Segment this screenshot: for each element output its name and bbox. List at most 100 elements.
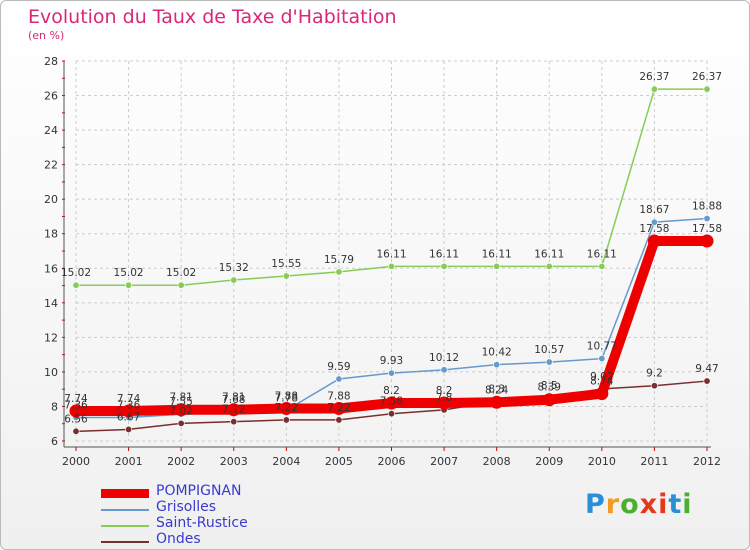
x-tick-label: 2011 bbox=[640, 455, 668, 468]
legend-item: Saint-Rustice bbox=[101, 515, 361, 533]
data-point bbox=[125, 281, 133, 289]
legend-item: Grisolles bbox=[101, 499, 361, 517]
data-label: 7.74 bbox=[64, 393, 88, 405]
legend-label: Grisolles bbox=[156, 499, 217, 515]
y-tick-label: 14 bbox=[44, 297, 58, 310]
data-label: 8.2 bbox=[436, 385, 453, 397]
data-label: 8.74 bbox=[590, 376, 614, 388]
y-tick-label: 10 bbox=[44, 366, 58, 379]
y-tick-label: 6 bbox=[51, 435, 58, 448]
data-point bbox=[230, 276, 238, 284]
data-label: 7.78 bbox=[275, 392, 298, 404]
y-tick-label: 12 bbox=[44, 331, 58, 344]
x-tick-label: 2005 bbox=[325, 455, 353, 468]
chart-subtitle: (en %) bbox=[28, 29, 65, 42]
data-label: 15.02 bbox=[114, 267, 144, 279]
data-point bbox=[595, 387, 609, 401]
data-point bbox=[437, 396, 451, 410]
x-tick-label: 2003 bbox=[220, 455, 248, 468]
legend-swatch bbox=[101, 489, 149, 498]
series-layer bbox=[69, 85, 714, 435]
y-tick-label: 26 bbox=[44, 90, 58, 103]
data-label: 9.2 bbox=[646, 368, 663, 380]
legend-item: Ondes bbox=[101, 531, 361, 549]
data-point bbox=[650, 382, 658, 390]
data-point bbox=[230, 418, 238, 426]
data-label: 6.56 bbox=[64, 413, 88, 425]
data-label: 7.88 bbox=[327, 391, 350, 403]
data-label: 10.12 bbox=[429, 352, 459, 364]
data-label: 6.67 bbox=[117, 411, 140, 423]
data-label: 10.77 bbox=[587, 341, 617, 353]
logo-letter: r bbox=[605, 489, 621, 520]
logo-letter: o bbox=[620, 489, 640, 520]
data-label: 9.59 bbox=[327, 361, 350, 373]
y-tick-label: 8 bbox=[51, 400, 58, 413]
data-point bbox=[387, 262, 395, 270]
data-point bbox=[650, 218, 658, 226]
data-label: 18.88 bbox=[692, 201, 722, 213]
data-point bbox=[647, 234, 661, 248]
data-label: 7.55 bbox=[169, 396, 192, 408]
data-label: 16.11 bbox=[587, 248, 617, 260]
data-point bbox=[440, 262, 448, 270]
legend-swatch bbox=[101, 509, 149, 511]
data-label: 15.79 bbox=[324, 254, 354, 266]
logo-letter: i bbox=[658, 489, 669, 520]
data-point bbox=[387, 410, 395, 418]
data-point bbox=[177, 419, 185, 427]
data-point bbox=[650, 85, 658, 93]
data-point bbox=[703, 85, 711, 93]
x-tick-label: 2004 bbox=[272, 455, 300, 468]
data-label: 7.81 bbox=[169, 392, 192, 404]
x-tick-label: 2008 bbox=[483, 455, 511, 468]
data-point bbox=[598, 262, 606, 270]
data-point bbox=[440, 366, 448, 374]
data-point bbox=[332, 402, 346, 416]
data-point bbox=[282, 416, 290, 424]
legend-swatch bbox=[101, 525, 149, 527]
legend-label: Ondes bbox=[156, 531, 201, 547]
data-point bbox=[335, 416, 343, 424]
data-labels-layer: 15.02 15.02 15.02 15.32 15.55 15.79 16.11 16.11… bbox=[61, 71, 722, 425]
x-tick-label: 2012 bbox=[693, 455, 721, 468]
x-tick-label: 2010 bbox=[588, 455, 616, 468]
data-point bbox=[545, 358, 553, 366]
data-point bbox=[493, 262, 501, 270]
data-point bbox=[542, 393, 556, 407]
data-label: 7.36 bbox=[117, 400, 141, 412]
data-label: 8.5 bbox=[541, 380, 558, 392]
legend-label: POMPIGNAN bbox=[156, 483, 242, 499]
data-label: 8.3 bbox=[488, 383, 505, 395]
chart-title: Evolution du Taux de Taxe d'Habitation bbox=[28, 6, 397, 28]
data-label: 9.93 bbox=[380, 355, 403, 367]
x-tick-label: 2009 bbox=[535, 455, 563, 468]
x-tick-label: 2002 bbox=[167, 455, 195, 468]
logo-letter: i bbox=[682, 489, 693, 520]
data-label: 9.02 bbox=[590, 371, 613, 383]
data-label: 10.57 bbox=[534, 344, 564, 356]
data-label: 16.11 bbox=[482, 248, 512, 260]
y-tick-label: 22 bbox=[44, 159, 58, 172]
data-label: 7.36 bbox=[64, 400, 88, 412]
data-label: 15.55 bbox=[271, 258, 301, 270]
data-point bbox=[227, 403, 241, 417]
x-tick-label: 2007 bbox=[430, 455, 458, 468]
data-point bbox=[490, 395, 504, 409]
data-label: 7.22 bbox=[327, 402, 350, 414]
data-point bbox=[72, 427, 80, 435]
data-label: 7.02 bbox=[169, 405, 192, 417]
data-point bbox=[122, 404, 136, 418]
axes: 6 8 10 12 14 16 18 20 22 24 26 28 2000 2001 2002 2003 20… bbox=[44, 55, 721, 468]
data-label: 8.24 bbox=[485, 384, 509, 396]
proxiti-logo: Proxiti bbox=[585, 489, 693, 520]
data-label: 17.58 bbox=[692, 223, 722, 235]
data-point bbox=[72, 281, 80, 289]
data-label: 16.11 bbox=[534, 248, 564, 260]
data-point bbox=[493, 361, 501, 369]
data-label: 26.37 bbox=[639, 71, 669, 83]
data-label: 7.68 bbox=[222, 394, 245, 406]
data-label: 16.11 bbox=[429, 248, 459, 260]
